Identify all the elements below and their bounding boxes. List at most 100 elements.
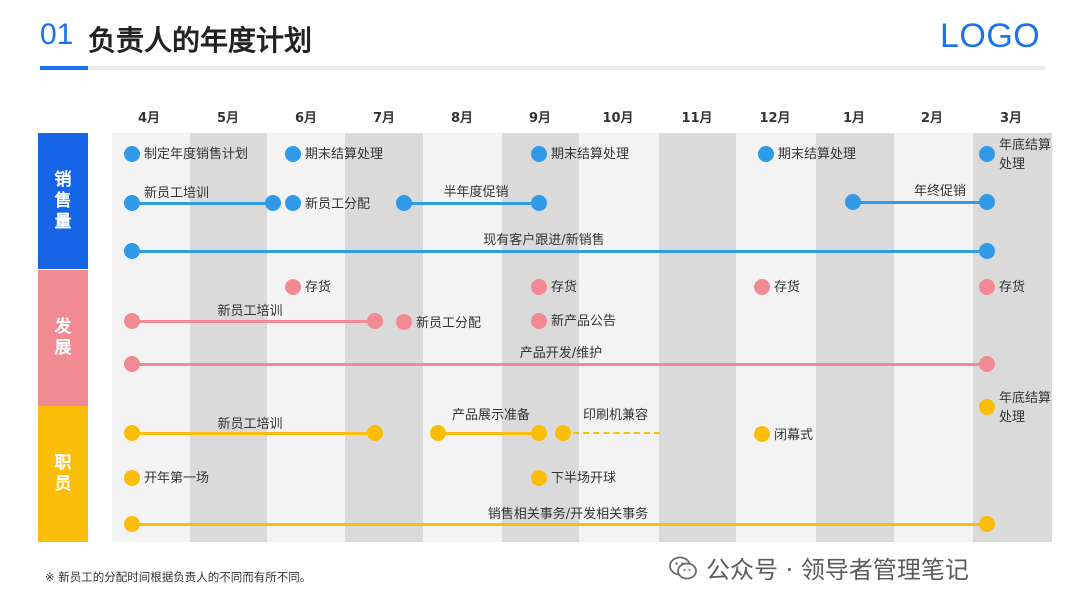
event-label: 现有客户跟进/新销售	[483, 233, 605, 248]
timeline-dot	[531, 313, 547, 329]
timeline-dot	[979, 399, 995, 415]
timeline-dot	[531, 279, 547, 295]
timeline-dot	[265, 195, 281, 211]
timeline-dot	[124, 470, 140, 486]
event-label: 存货	[551, 280, 578, 295]
timeline-dot	[367, 313, 383, 329]
event-label: 新员工培训	[144, 186, 210, 201]
month-column-bg	[736, 133, 816, 542]
timeline-dot	[979, 146, 995, 162]
watermark-text: 公众号 · 领导者管理笔记	[706, 556, 969, 584]
timeline-line	[132, 320, 375, 323]
event-label: 年底结算处理	[999, 391, 1052, 425]
month-column-bg	[190, 133, 267, 542]
month-header: 1月	[842, 111, 866, 126]
logo: LOGO	[940, 17, 1041, 55]
timeline-dot	[124, 516, 140, 532]
timeline-dot	[979, 279, 995, 295]
event-label: 新员工分配	[305, 197, 371, 212]
timeline-dot	[124, 313, 140, 329]
month-header: 7月	[372, 111, 396, 126]
timeline-line-dashed	[563, 432, 660, 434]
timeline-dot	[758, 146, 774, 162]
month-column-bg	[579, 133, 659, 542]
month-column-bg	[345, 133, 423, 542]
timeline-line	[404, 202, 539, 205]
timeline-dot	[367, 425, 383, 441]
event-label: 销售相关事务/开发相关事务	[487, 507, 649, 522]
event-label: 年底结算处理	[999, 138, 1052, 172]
event-label: 下半场开球	[551, 471, 617, 486]
timeline-dot	[285, 279, 301, 295]
wechat-icon	[669, 556, 697, 579]
timeline-dot	[979, 356, 995, 372]
event-label: 闭幕式	[774, 428, 814, 443]
month-header: 11月	[681, 111, 713, 126]
title-accent-bar	[40, 66, 88, 70]
timeline-dot	[979, 194, 995, 210]
event-label: 产品开发/维护	[519, 346, 603, 361]
month-header: 5月	[216, 111, 240, 126]
page-title: 负责人的年度计划	[88, 24, 313, 57]
watermark: 公众号 · 领导者管理笔记	[668, 550, 969, 585]
timeline-dot	[845, 194, 861, 210]
timeline-dot	[531, 470, 547, 486]
month-header: 3月	[999, 111, 1023, 126]
timeline-line	[132, 363, 987, 366]
month-header: 9月	[528, 111, 552, 126]
timeline-dot	[124, 425, 140, 441]
timeline-line	[853, 201, 987, 204]
timeline-line	[132, 250, 987, 253]
title-divider	[40, 66, 1045, 70]
event-label: 新员工培训	[217, 304, 283, 319]
timeline-dot	[555, 425, 571, 441]
event-label: 产品展示准备	[451, 408, 531, 423]
category-sales: 销售量	[38, 133, 88, 269]
timeline-dot	[396, 314, 412, 330]
timeline-line	[132, 202, 273, 205]
category-development-label: 发展	[54, 317, 72, 358]
month-column-bg	[659, 133, 736, 542]
month-header: 10月	[602, 111, 634, 126]
timeline-dot	[531, 195, 547, 211]
footnote: ※ 新员工的分配时间根据负责人的不同而有所不同。	[45, 570, 312, 584]
event-label: 开年第一场	[144, 471, 210, 486]
event-label: 新员工分配	[416, 316, 482, 331]
month-header: 8月	[450, 111, 474, 126]
timeline-dot	[531, 425, 547, 441]
timeline-dot	[396, 195, 412, 211]
category-staff: 职员	[38, 406, 88, 542]
timeline-dot	[430, 425, 446, 441]
event-label: 印刷机兼容	[583, 408, 649, 423]
month-header: 6月	[294, 111, 318, 126]
event-label: 期末结算处理	[551, 147, 630, 162]
event-label: 存货	[999, 280, 1026, 295]
section-number: 01	[40, 18, 74, 51]
timeline-dot	[124, 243, 140, 259]
category-development: 发展	[38, 270, 88, 406]
timeline-dot	[979, 243, 995, 259]
month-header: 4月	[137, 111, 161, 126]
timeline-dot	[531, 146, 547, 162]
timeline-line	[132, 523, 987, 526]
month-header: 12月	[759, 111, 791, 126]
event-label: 新员工培训	[217, 417, 283, 432]
timeline-dot	[124, 356, 140, 372]
timeline-dot	[285, 146, 301, 162]
event-label: 新产品公告	[551, 314, 617, 329]
timeline-dot	[124, 146, 140, 162]
month-header: 2月	[920, 111, 944, 126]
event-label: 期末结算处理	[778, 147, 857, 162]
event-label: 年终促销	[914, 184, 967, 199]
timeline-line	[132, 432, 375, 435]
timeline-dot	[754, 426, 770, 442]
timeline-dot	[124, 195, 140, 211]
month-column-bg	[267, 133, 345, 542]
category-staff-label: 职员	[54, 453, 72, 494]
category-sales-label: 销售量	[54, 169, 72, 232]
timeline-dot	[979, 516, 995, 532]
event-label: 期末结算处理	[305, 147, 384, 162]
event-label: 制定年度销售计划	[144, 147, 249, 162]
timeline-dot	[754, 279, 770, 295]
event-label: 存货	[305, 280, 332, 295]
